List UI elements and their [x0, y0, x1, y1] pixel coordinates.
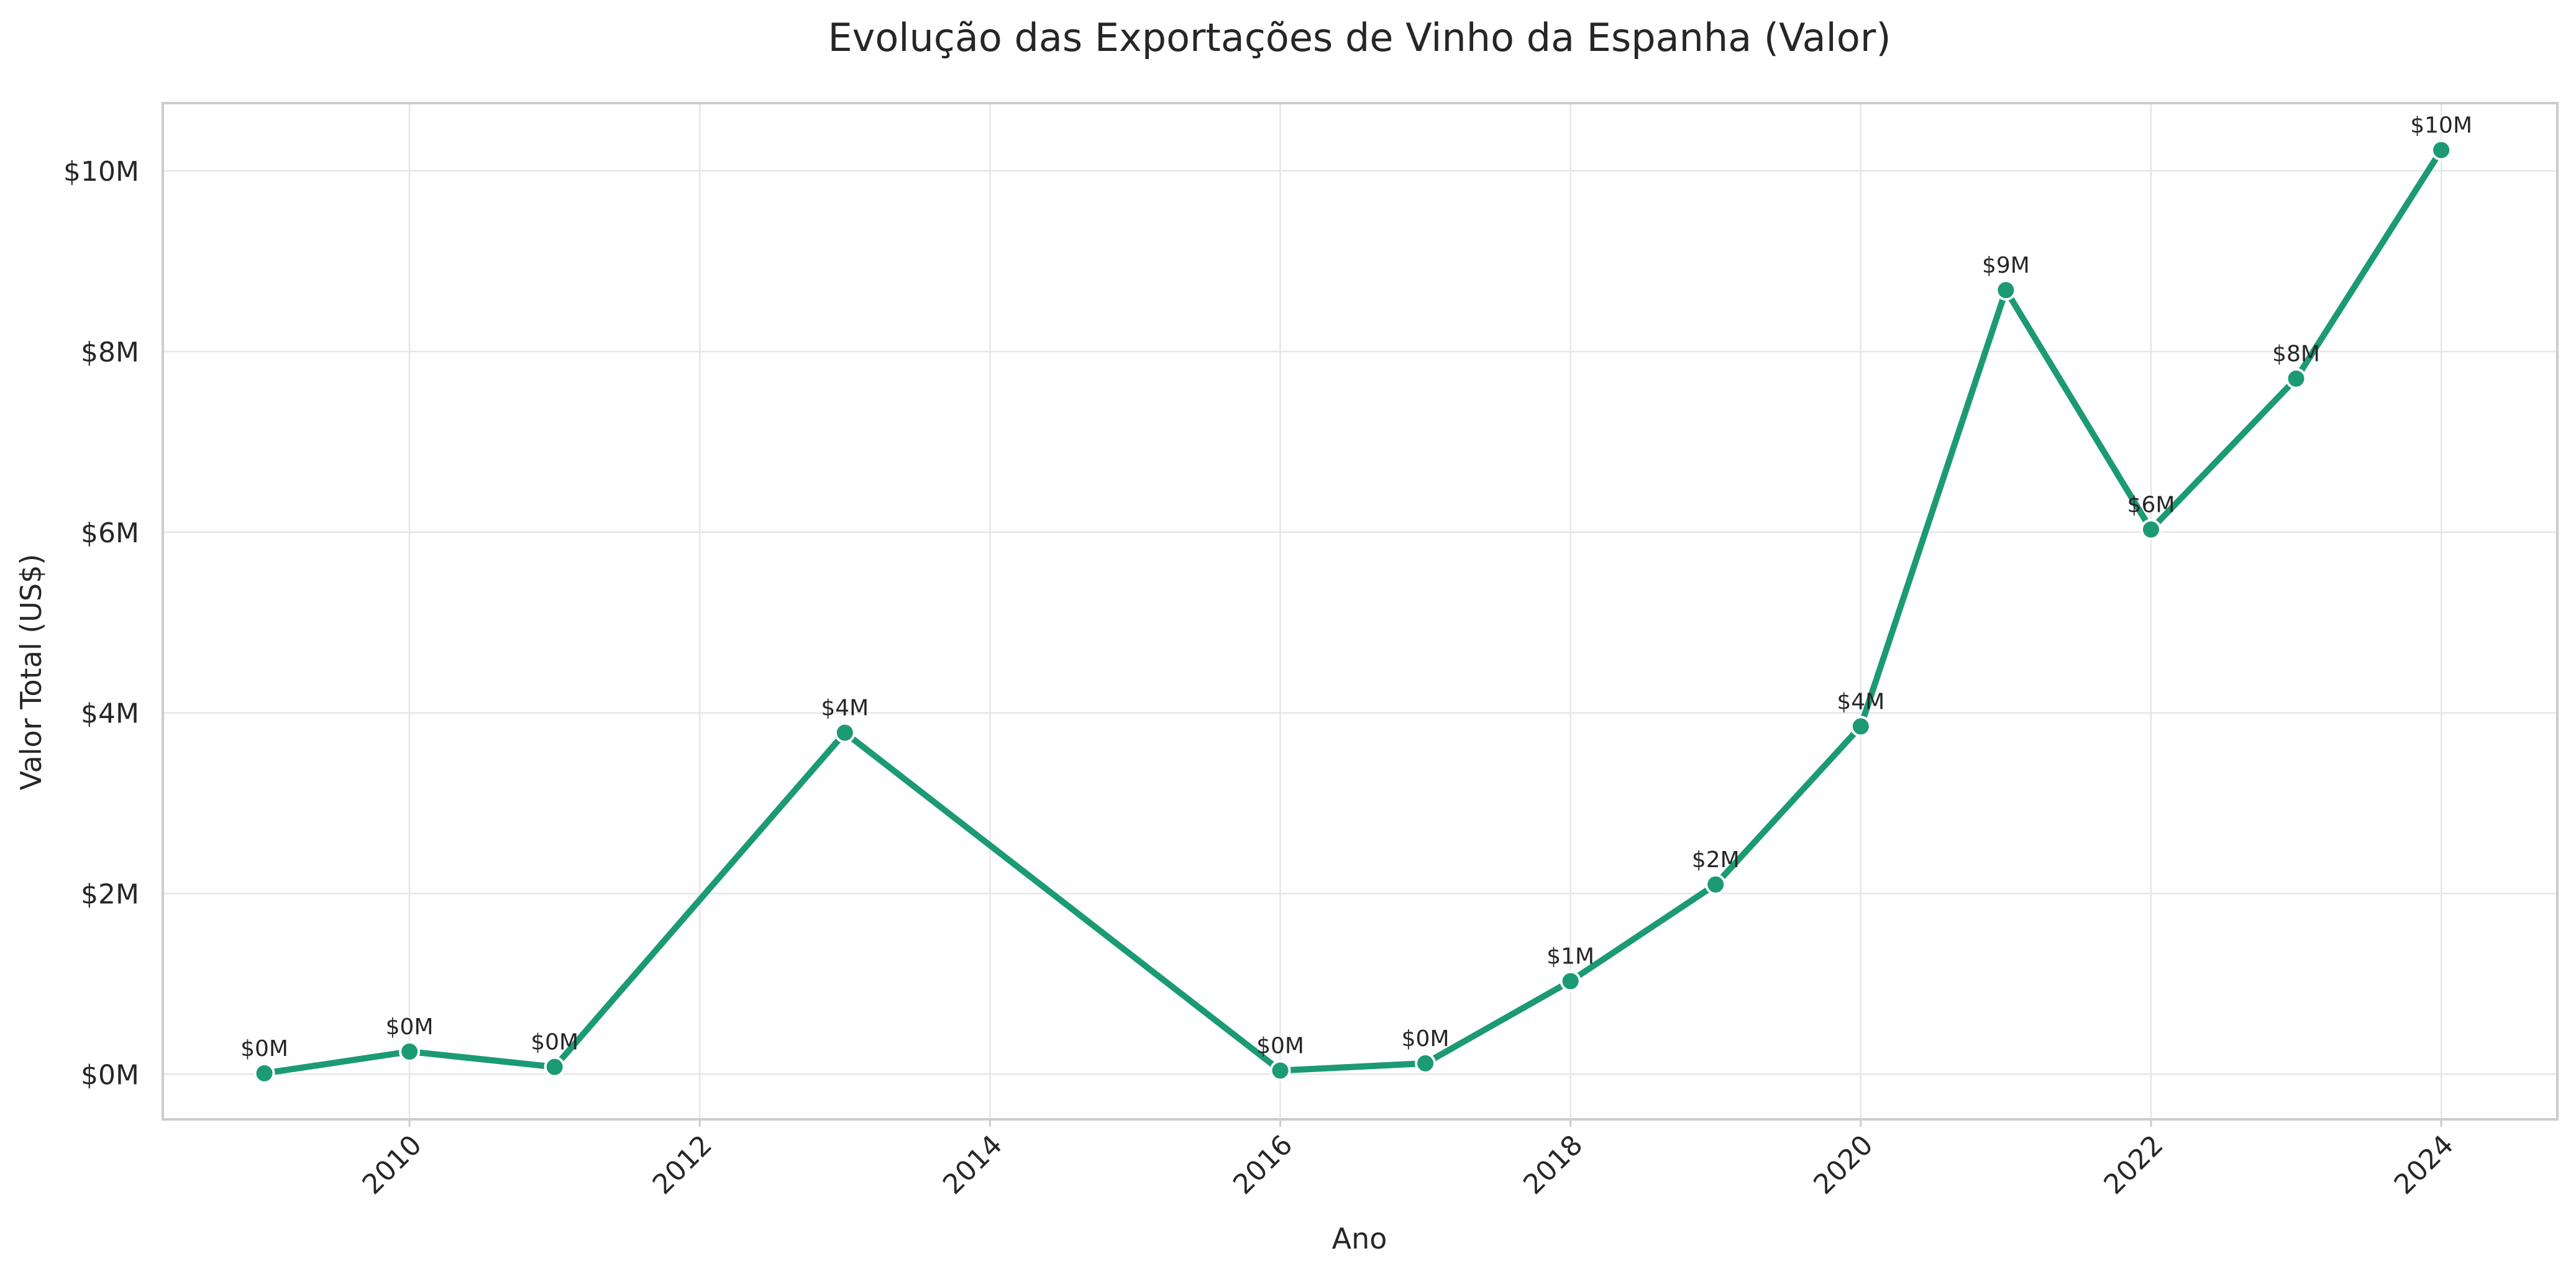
- data-point: [1560, 970, 1581, 992]
- y-tick-label: $6M: [81, 517, 139, 549]
- y-axis-label: Valor Total (US$): [14, 554, 48, 791]
- x-tick-label: 2024: [2388, 1129, 2460, 1201]
- data-label: $4M: [821, 696, 869, 721]
- data-label: $2M: [1692, 847, 1740, 873]
- grid-layer: [163, 103, 2557, 1119]
- data-label: $0M: [531, 1030, 578, 1055]
- data-label: $0M: [1402, 1026, 1450, 1052]
- data-point: [2285, 368, 2307, 389]
- series-line: [261, 147, 2445, 1076]
- data-label: $10M: [2410, 113, 2472, 139]
- x-tick-label: 2012: [647, 1129, 718, 1201]
- data-point: [253, 1062, 275, 1084]
- data-point: [544, 1056, 565, 1078]
- x-tick-label: 2010: [357, 1129, 428, 1201]
- data-label: $0M: [240, 1036, 288, 1062]
- x-axis-label: Ano: [1332, 1222, 1387, 1255]
- series-layer: [253, 139, 2452, 1084]
- plot-area-frame: [162, 102, 2559, 1121]
- data-label: $9M: [1982, 253, 2030, 278]
- data-point: [399, 1040, 421, 1062]
- data-point: [1415, 1052, 1436, 1074]
- data-label: $0M: [1256, 1033, 1304, 1058]
- data-point: [2431, 139, 2452, 161]
- data-point: [834, 722, 856, 744]
- data-point: [1705, 873, 1727, 895]
- y-tick-label: $0M: [81, 1059, 139, 1091]
- y-tick-label: $10M: [63, 156, 139, 188]
- x-tick-label: 2018: [1517, 1129, 1589, 1201]
- chart-title: Evolução das Exportações de Vinho da Esp…: [828, 15, 1891, 60]
- data-label: $8M: [2272, 342, 2320, 367]
- data-point: [1995, 280, 2017, 301]
- data-point: [1850, 716, 1871, 737]
- x-tick-label: 2014: [937, 1129, 1008, 1201]
- x-tick-label: 2016: [1227, 1129, 1299, 1201]
- x-tick-label: 2022: [2098, 1129, 2170, 1201]
- data-label: $6M: [2127, 492, 2175, 517]
- data-label: $0M: [386, 1014, 434, 1040]
- data-point: [2140, 519, 2162, 540]
- data-point: [1269, 1060, 1291, 1081]
- y-tick-label: $4M: [81, 698, 139, 730]
- data-label: $4M: [1837, 689, 1884, 714]
- y-tick-label: $2M: [81, 878, 139, 910]
- data-label: $1M: [1546, 944, 1594, 970]
- data-label-layer: $0M $0M $0M $4M $0M $0M $1M $2M $4M $9M $6M $8M $10M: [240, 113, 2472, 1062]
- x-tick-label: 2020: [1807, 1129, 1879, 1201]
- y-tick-label: $8M: [81, 337, 139, 368]
